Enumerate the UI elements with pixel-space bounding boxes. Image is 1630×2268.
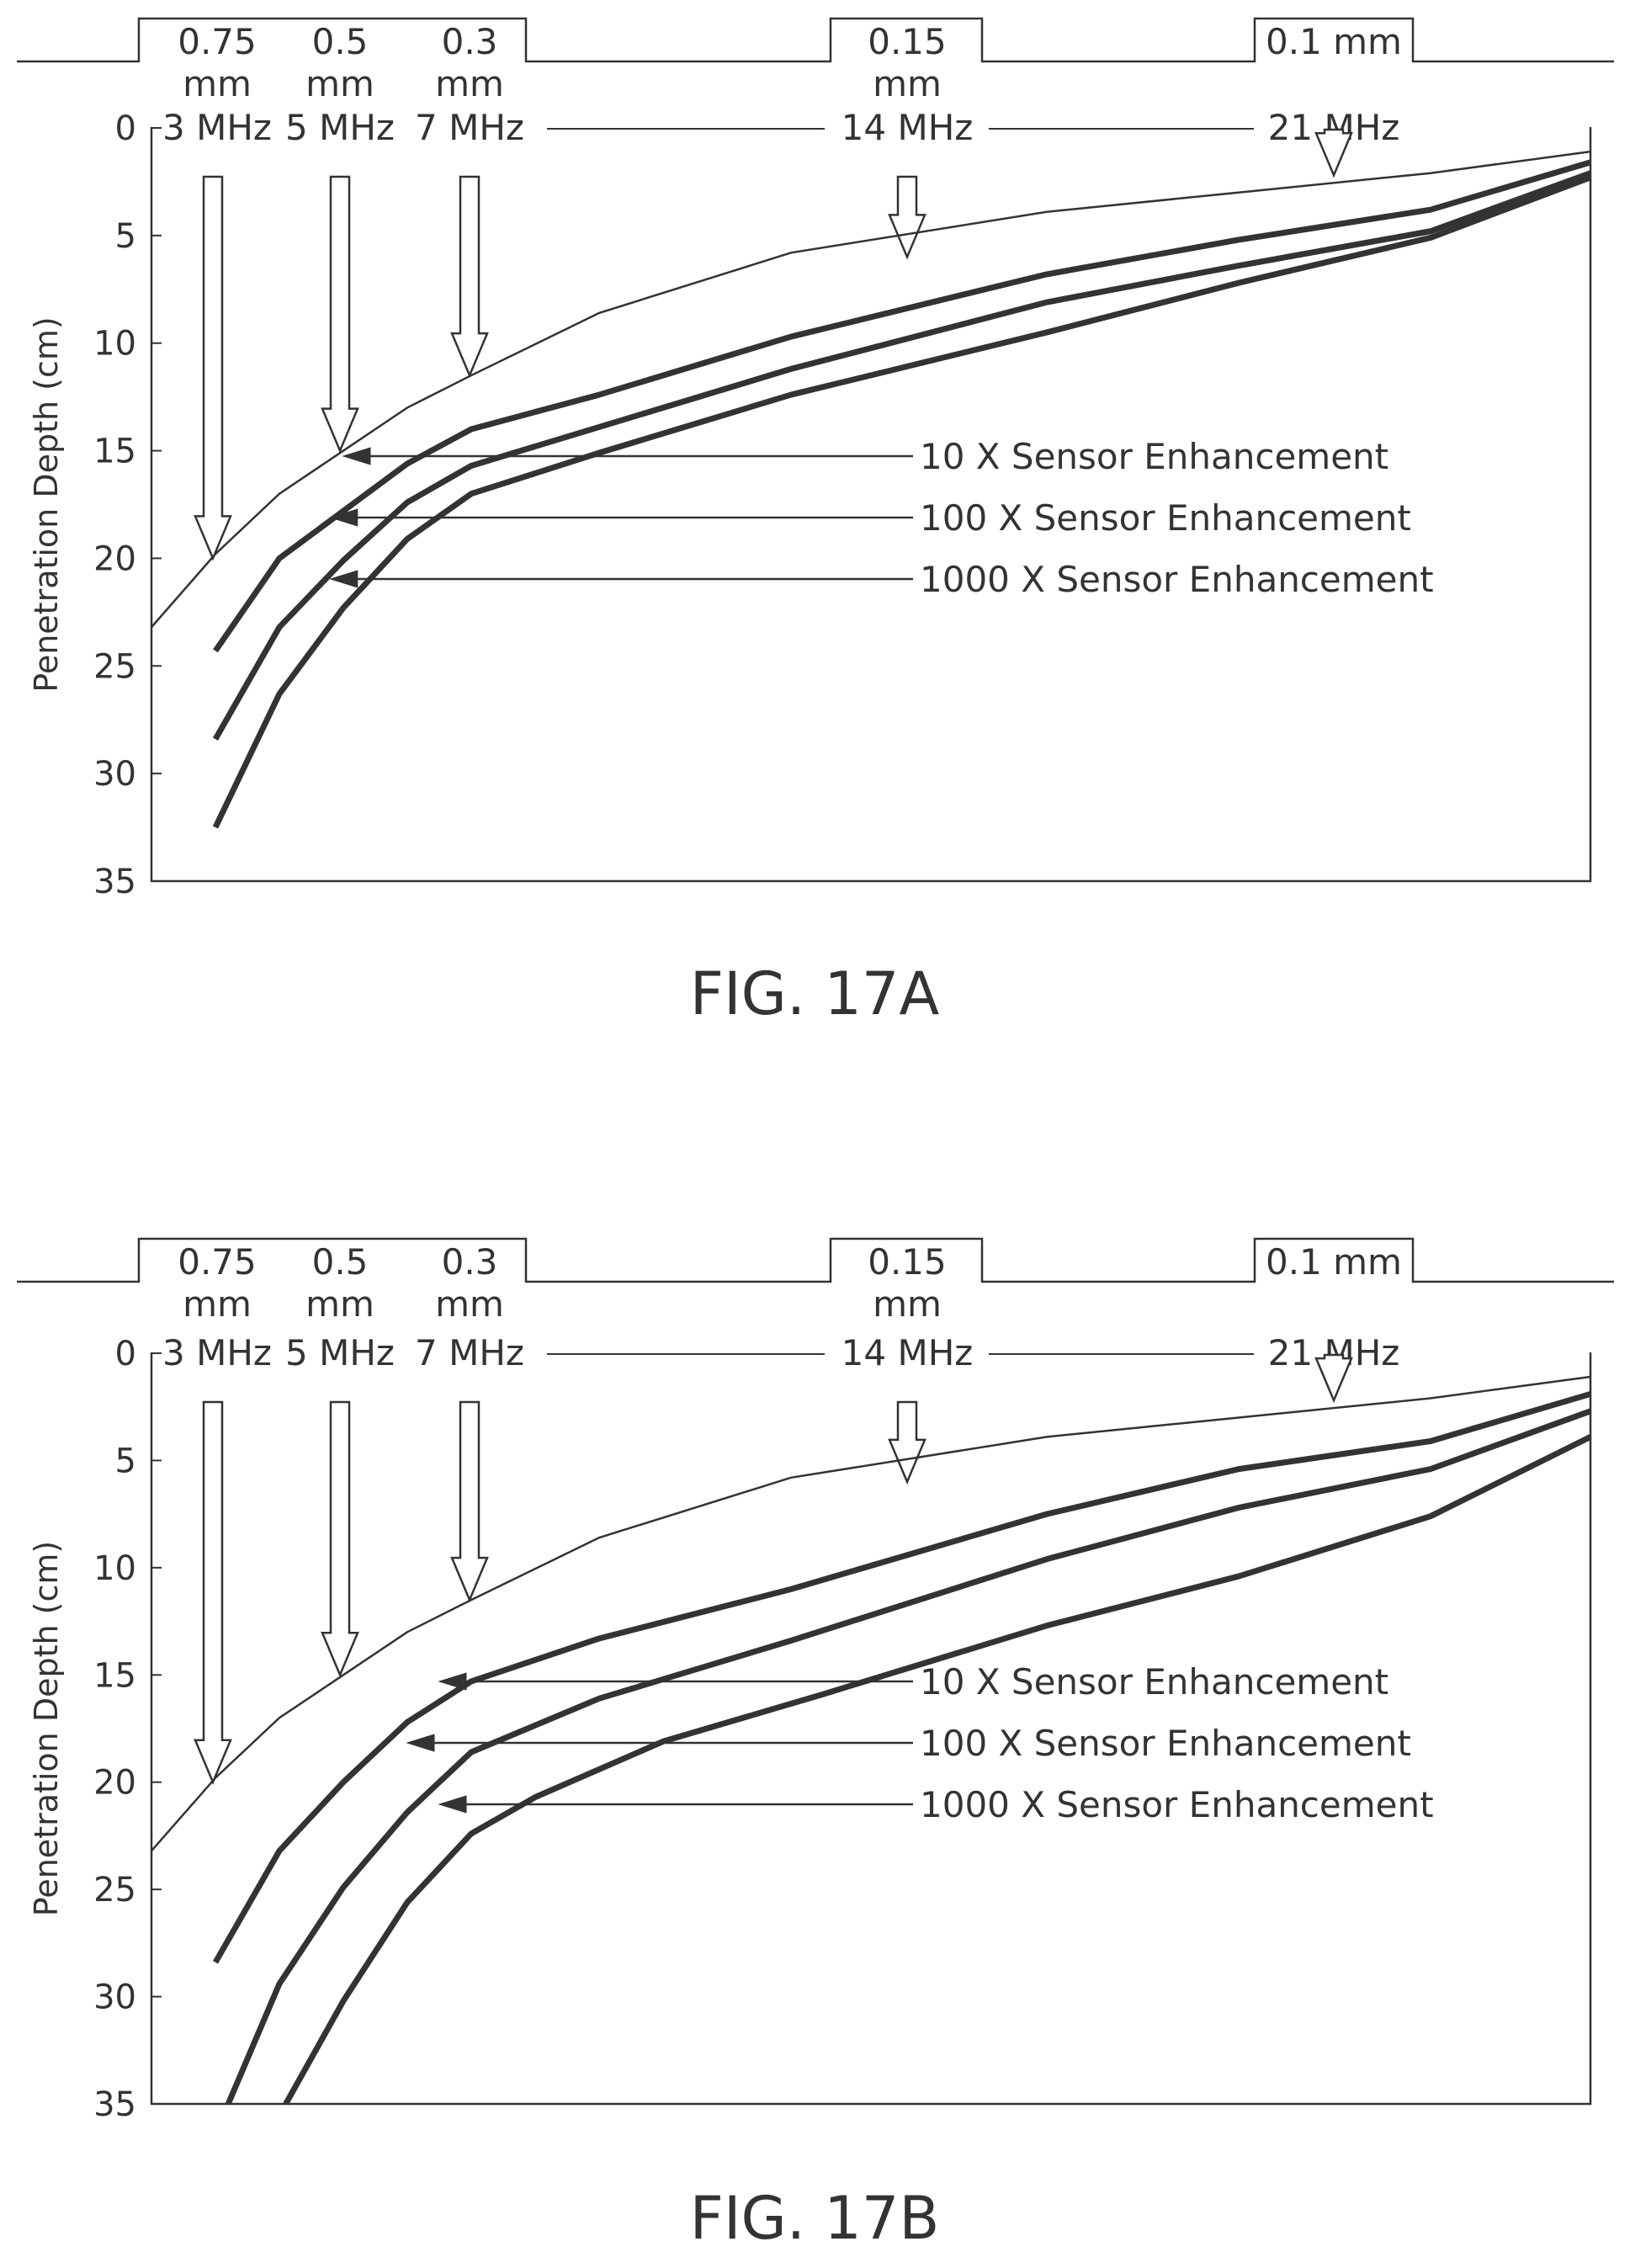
series-label: 1000 X Sensor Enhancement: [920, 559, 1434, 600]
chart-panel-b: 0 5 10 15 20 25 30 35 Penetration Depth (cm) 0.75…: [17, 1237, 1614, 2253]
resolution-label: mm: [183, 63, 252, 104]
y-tick-label: 10: [93, 1549, 136, 1588]
y-tick-label: 35: [93, 2085, 136, 2124]
series-leader: [438, 1795, 913, 1814]
figure-caption: FIG. 17B: [690, 2184, 940, 2253]
frequency-arrow: [450, 1400, 489, 1603]
resolution-label: 0.1 mm: [1266, 21, 1402, 62]
resolution-label: 0.75: [178, 21, 257, 62]
series-line: [212, 174, 1592, 829]
y-axis-label: Penetration Depth (cm): [28, 316, 65, 692]
series-label: 100 X Sensor Enhancement: [920, 1723, 1411, 1764]
frequency-label: 14 MHz: [842, 1332, 974, 1373]
y-tick-label: 20: [93, 1764, 136, 1803]
y-tick-label: 25: [93, 1871, 136, 1909]
y-tick-label: 35: [93, 863, 136, 901]
series-label: 10 X Sensor Enhancement: [920, 436, 1388, 477]
y-tick-label: 30: [93, 755, 136, 794]
frequency-arrow: [450, 175, 489, 379]
frequency-label: 3 MHz: [162, 107, 272, 148]
frequency-arrow: [888, 1400, 926, 1485]
frequency-label: 7 MHz: [415, 1332, 524, 1373]
frequency-label: 5 MHz: [285, 107, 395, 148]
figure-caption: FIG. 17A: [690, 959, 940, 1028]
resolution-label: 0.15: [868, 1241, 947, 1283]
header-strip: [17, 17, 1614, 63]
series-label: 1000 X Sensor Enhancement: [920, 1784, 1434, 1825]
header-strip: [17, 1237, 1614, 1283]
frequency-marker: 0.5mm 5 MHz: [285, 1241, 395, 1678]
series-leader: [329, 570, 913, 588]
series-leader: [329, 508, 913, 527]
y-tick-label: 20: [93, 539, 136, 578]
resolution-label: mm: [873, 1283, 942, 1325]
y-tick-label: 15: [93, 1656, 136, 1695]
frequency-arrow: [321, 175, 359, 454]
series-label: 10 X Sensor Enhancement: [920, 1661, 1388, 1702]
resolution-label: mm: [183, 1283, 252, 1325]
frequency-arrow: [1314, 1353, 1353, 1404]
baseline-curve: [151, 150, 1591, 629]
frequency-arrow: [194, 1400, 232, 1785]
resolution-label: 0.5: [312, 21, 369, 62]
frequency-label: 3 MHz: [162, 1332, 272, 1373]
plot-frame: [150, 127, 1592, 883]
frequency-marker: 0.3mm 7 MHz: [415, 1241, 524, 1603]
resolution-label: 0.15: [868, 21, 947, 62]
frequency-label: 5 MHz: [285, 1332, 395, 1373]
series-leader: [438, 1672, 913, 1691]
resolution-label: 0.75: [178, 1241, 257, 1283]
frequency-arrow: [888, 175, 926, 260]
series-line: [225, 1408, 1592, 2106]
plot-frame: [150, 1352, 1592, 2106]
series-line: [283, 1434, 1592, 2106]
resolution-label: 0.3: [442, 21, 498, 62]
frequency-arrow: [194, 175, 232, 561]
resolution-label: 0.1 mm: [1266, 1241, 1402, 1283]
resolution-label: mm: [873, 63, 942, 104]
series-leader: [406, 1734, 913, 1752]
series-line: [213, 159, 1591, 653]
y-axis-label: Penetration Depth (cm): [28, 1541, 65, 1916]
y-tick-label: 0: [115, 1335, 136, 1373]
frequency-label: 7 MHz: [415, 107, 524, 148]
series-leader: [342, 447, 913, 465]
y-tick-label: 25: [93, 647, 136, 686]
y-tick-label: 0: [115, 109, 136, 148]
y-tick-label: 5: [115, 1442, 136, 1480]
resolution-label: 0.3: [442, 1241, 498, 1283]
series-line: [212, 1391, 1591, 1964]
resolution-label: mm: [435, 1283, 504, 1325]
y-tick-label: 5: [115, 217, 136, 256]
y-tick-label: 10: [93, 325, 136, 364]
resolution-label: mm: [305, 1283, 374, 1325]
series-label: 100 X Sensor Enhancement: [920, 497, 1411, 539]
chart-panel-a: 0 5 10 15 20 25 30 35 Penetration Depth (cm) 0.75…: [17, 17, 1614, 1028]
y-tick-label: 30: [93, 1979, 136, 2017]
resolution-label: mm: [305, 63, 374, 104]
resolution-label: mm: [435, 63, 504, 104]
y-tick-label: 15: [93, 433, 136, 471]
baseline-curve: [151, 1375, 1591, 1852]
resolution-label: 0.5: [312, 1241, 369, 1283]
frequency-label: 14 MHz: [842, 107, 974, 148]
series-line: [212, 170, 1592, 741]
frequency-arrow: [321, 1400, 359, 1678]
frequency-arrow: [1314, 128, 1353, 178]
